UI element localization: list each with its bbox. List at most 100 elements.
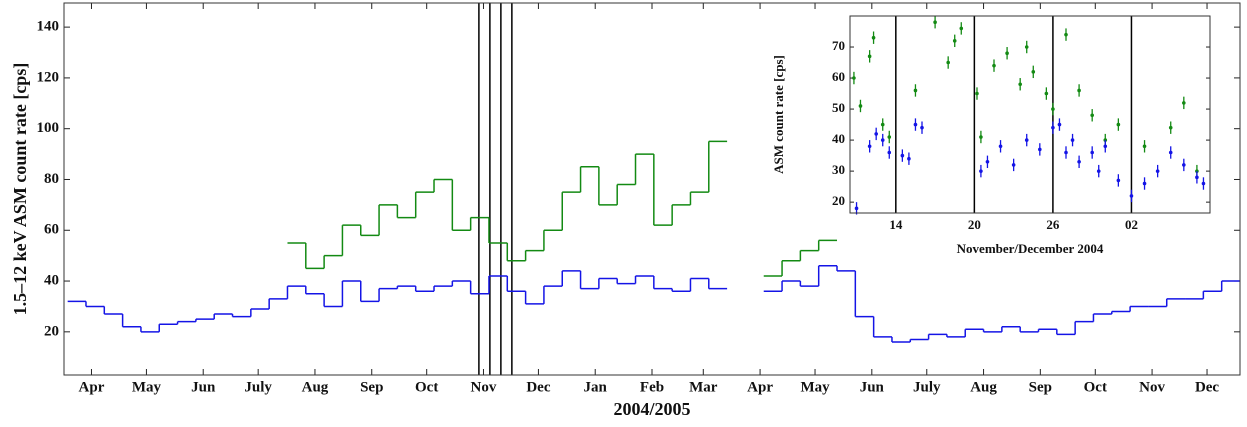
x-tick-label: Aug: [302, 379, 329, 395]
point: [913, 88, 918, 93]
point: [1005, 51, 1009, 56]
point: [946, 60, 950, 65]
x-tick-label: Mar: [689, 379, 718, 395]
y-tick-label: 60: [832, 69, 845, 84]
x-tick-label: Dec: [1195, 379, 1219, 395]
point: [979, 135, 983, 139]
point: [1064, 150, 1068, 155]
main-plot: 20 40 60 80 100 120 140 Apr May Jun July Aug Sep Oct N…: [37, 2, 1241, 395]
point: [1031, 70, 1036, 74]
point: [1103, 144, 1108, 149]
x-tick-label: Oct: [415, 379, 438, 395]
point: [871, 35, 876, 40]
x-tick-label: Apr: [79, 379, 105, 395]
x-tick-label: 20: [968, 217, 981, 232]
point: [1142, 181, 1147, 186]
x-tick-label: Jun: [860, 379, 885, 395]
point: [1182, 163, 1186, 167]
point: [1168, 125, 1173, 130]
point: [874, 132, 878, 136]
point: [1129, 194, 1134, 198]
point: [979, 169, 983, 173]
point: [852, 76, 856, 80]
point: [1038, 147, 1042, 152]
point: [952, 39, 957, 43]
point: [1090, 113, 1094, 118]
point: [1024, 45, 1029, 49]
x-tick-label: Sep: [360, 379, 383, 395]
x-tick-label: July: [244, 379, 272, 395]
point: [1051, 107, 1055, 111]
x-tick-label: May: [132, 379, 162, 395]
point: [1090, 150, 1094, 155]
y-tick-label: 70: [832, 38, 845, 53]
y-tick-label: 140: [37, 19, 60, 35]
point: [1096, 169, 1101, 173]
point: [992, 63, 996, 68]
point: [1195, 175, 1199, 180]
point: [1182, 101, 1186, 105]
x-tick-label: Oct: [1084, 379, 1107, 395]
point: [900, 153, 905, 158]
inset-y-axis-title: ASM count rate [cps]: [771, 55, 786, 174]
x-tick-label: Jan: [584, 379, 608, 395]
point: [1077, 88, 1081, 93]
plot-frame: [849, 15, 1211, 214]
point: [1142, 144, 1147, 149]
y-tick-label: 120: [37, 69, 60, 85]
point: [1057, 122, 1062, 127]
point: [887, 135, 892, 139]
point: [1011, 163, 1016, 167]
point: [854, 206, 859, 211]
point: [1116, 122, 1121, 127]
x-tick-label: Aug: [970, 379, 997, 395]
y-tick-label: 100: [37, 120, 60, 136]
point: [933, 20, 937, 25]
y-tick-label: 50: [832, 100, 845, 115]
y-tick-label: 40: [44, 272, 59, 288]
y-tick-label: 40: [832, 131, 845, 146]
y-tick-label: 80: [44, 171, 59, 187]
point: [880, 138, 885, 142]
point: [998, 144, 1003, 149]
y-axis-title: 1.5–12 keV ASM count rate [cps]: [10, 63, 30, 316]
point: [1116, 178, 1121, 183]
point: [867, 54, 872, 59]
point: [1024, 138, 1029, 142]
x-tick-label: Nov: [1139, 379, 1165, 395]
y-tick-label: 20: [44, 323, 59, 339]
x-tick-label: Feb: [640, 379, 664, 395]
point: [1155, 169, 1160, 173]
x-tick-label: Apr: [747, 379, 773, 395]
point: [1051, 125, 1055, 130]
point: [887, 150, 892, 155]
y-tick-label: 20: [832, 193, 845, 208]
point: [1077, 160, 1081, 164]
x-tick-label: 26: [1046, 217, 1060, 232]
x-tick-label: Sep: [1029, 379, 1052, 395]
x-tick-label: Jun: [191, 379, 216, 395]
x-tick-label: Dec: [526, 379, 550, 395]
y-tick-label: 60: [44, 222, 59, 238]
point: [913, 122, 918, 127]
point: [880, 122, 885, 127]
point: [985, 160, 990, 164]
point: [1168, 150, 1173, 155]
x-tick-label: Nov: [471, 379, 497, 395]
x-tick-label: July: [913, 379, 941, 395]
point: [858, 104, 863, 108]
point: [1201, 181, 1206, 186]
y-tick-label: 30: [832, 162, 845, 177]
point: [959, 26, 964, 31]
x-tick-label: 02: [1125, 217, 1138, 232]
point: [1044, 91, 1049, 96]
point: [975, 91, 979, 96]
point: [867, 144, 872, 149]
inset-x-axis-title: November/December 2004: [957, 241, 1104, 256]
plot-frame: [63, 2, 1241, 376]
inset-background: [850, 16, 1210, 213]
point: [1018, 82, 1022, 87]
point: [907, 156, 911, 161]
x-axis-title: 2004/2005: [613, 399, 690, 419]
